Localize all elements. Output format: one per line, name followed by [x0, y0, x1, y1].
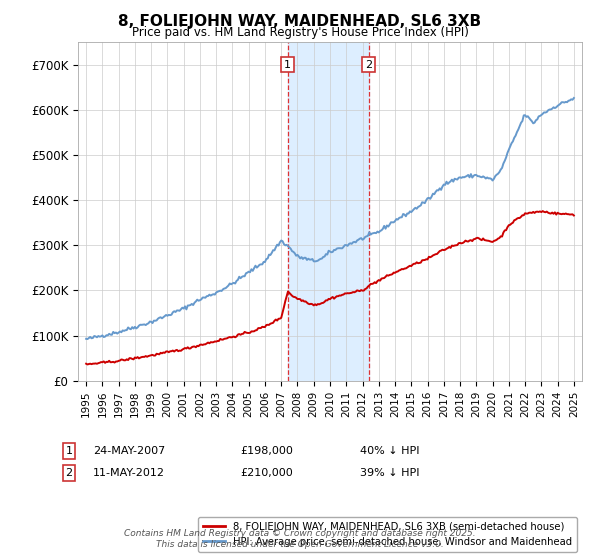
Text: 1: 1: [284, 59, 291, 69]
Text: 2: 2: [365, 59, 372, 69]
Text: Contains HM Land Registry data © Crown copyright and database right 2025.
This d: Contains HM Land Registry data © Crown c…: [124, 529, 476, 549]
Text: £198,000: £198,000: [240, 446, 293, 456]
Text: 40% ↓ HPI: 40% ↓ HPI: [360, 446, 419, 456]
Text: 39% ↓ HPI: 39% ↓ HPI: [360, 468, 419, 478]
Bar: [288, 42, 368, 381]
Text: 24-MAY-2007: 24-MAY-2007: [93, 446, 165, 456]
Text: 8, FOLIEJOHN WAY, MAIDENHEAD, SL6 3XB: 8, FOLIEJOHN WAY, MAIDENHEAD, SL6 3XB: [118, 14, 482, 29]
Text: 11-MAY-2012: 11-MAY-2012: [93, 468, 165, 478]
Text: 1: 1: [65, 446, 73, 456]
Legend: 8, FOLIEJOHN WAY, MAIDENHEAD, SL6 3XB (semi-detached house), HPI: Average price,: 8, FOLIEJOHN WAY, MAIDENHEAD, SL6 3XB (s…: [198, 517, 577, 552]
Text: 2: 2: [65, 468, 73, 478]
Text: £210,000: £210,000: [240, 468, 293, 478]
Text: Price paid vs. HM Land Registry's House Price Index (HPI): Price paid vs. HM Land Registry's House …: [131, 26, 469, 39]
